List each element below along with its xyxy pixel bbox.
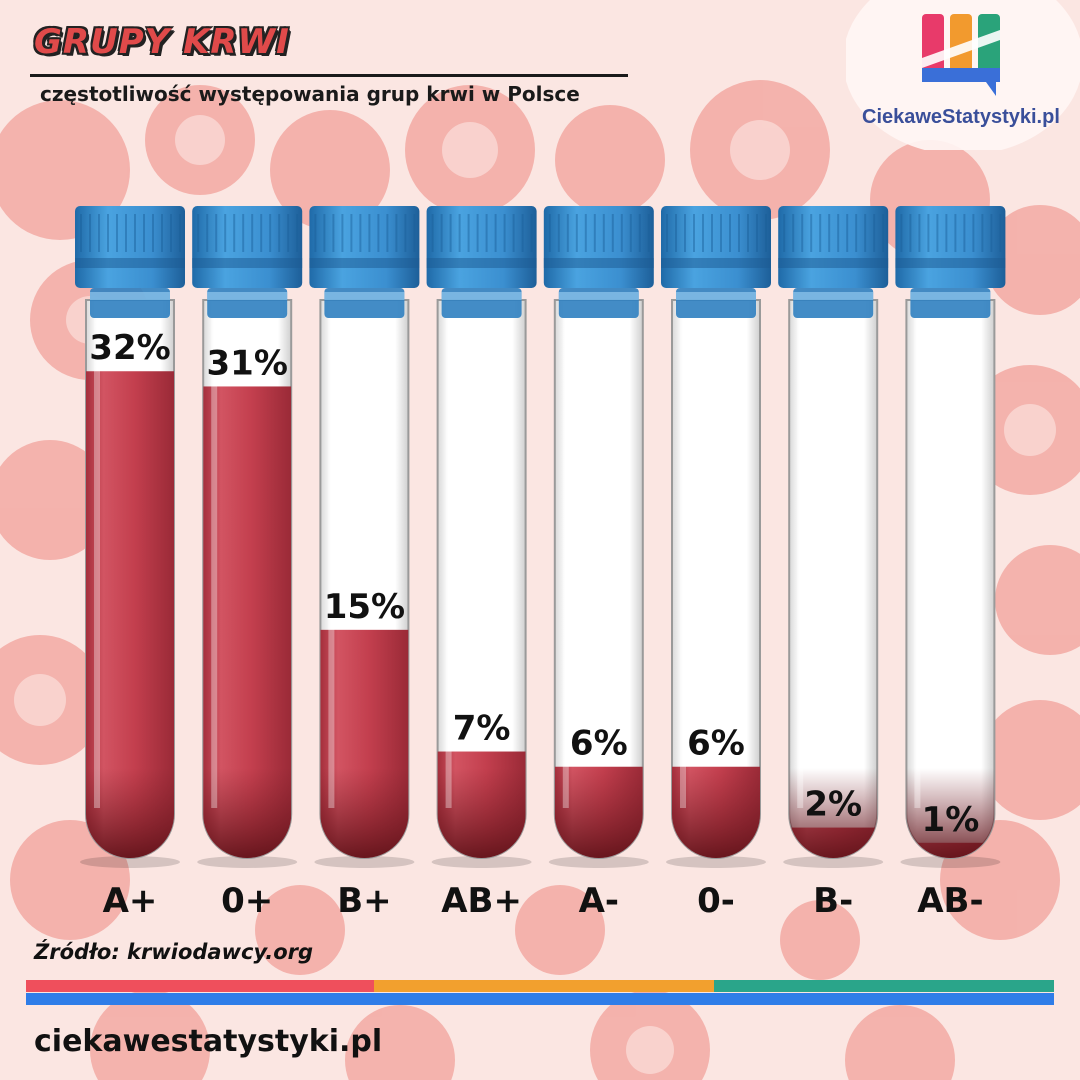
tube-B-: 2% B- — [778, 206, 889, 921]
tube-0+: 31% 0+ — [192, 206, 303, 921]
value-label: 15% — [324, 587, 405, 627]
category-label: AB+ — [441, 881, 522, 921]
tube-cap — [895, 206, 1006, 288]
category-label: B+ — [337, 881, 391, 921]
value-label: 31% — [207, 343, 288, 383]
page-subtitle: częstotliwość występowania grup krwi w P… — [40, 82, 580, 106]
page-title: GRUPY KRWI — [34, 22, 290, 62]
tube-cap — [778, 206, 889, 288]
tube-AB-: 1% AB- — [895, 206, 1006, 921]
value-label: 1% — [922, 800, 980, 840]
value-label: 6% — [570, 724, 628, 764]
brand-name: CiekaweStatystyki.pl — [862, 106, 1060, 128]
value-label: 2% — [804, 785, 862, 825]
tube-B+: 15% B+ — [309, 206, 420, 921]
footer-stripe-red — [26, 980, 374, 992]
category-label: A+ — [103, 881, 158, 921]
tube-0-: 6% 0- — [661, 206, 771, 921]
footer-stripe-green — [714, 980, 1054, 992]
tube-cap — [426, 206, 537, 288]
category-label: AB- — [917, 881, 983, 921]
value-label: 6% — [687, 724, 745, 764]
category-label: 0+ — [221, 881, 273, 921]
footer-stripe-orange — [374, 980, 714, 992]
category-label: B- — [813, 881, 853, 921]
value-label: 7% — [453, 709, 511, 749]
footer-stripe-blue — [26, 993, 1054, 1005]
tube-cap — [309, 206, 420, 288]
tube-cap — [192, 206, 303, 288]
category-label: 0- — [697, 881, 735, 921]
title-underline — [30, 74, 628, 77]
footer-url-link[interactable]: ciekawestatystyki.pl — [34, 1024, 383, 1059]
value-label: 32% — [89, 328, 170, 368]
tube-A+: 32% A+ — [75, 206, 185, 921]
tube-A-: 6% A- — [543, 206, 654, 921]
tube-cap — [661, 206, 771, 288]
logo-icon — [843, 0, 1080, 155]
tube-cap — [75, 206, 185, 288]
source-note: Źródło: krwiodawcy.org — [34, 940, 314, 964]
category-label: A- — [579, 881, 619, 921]
brand-logo — [843, 0, 1080, 155]
tube-AB+: 7% AB+ — [426, 206, 537, 921]
tube-cap — [543, 206, 654, 288]
